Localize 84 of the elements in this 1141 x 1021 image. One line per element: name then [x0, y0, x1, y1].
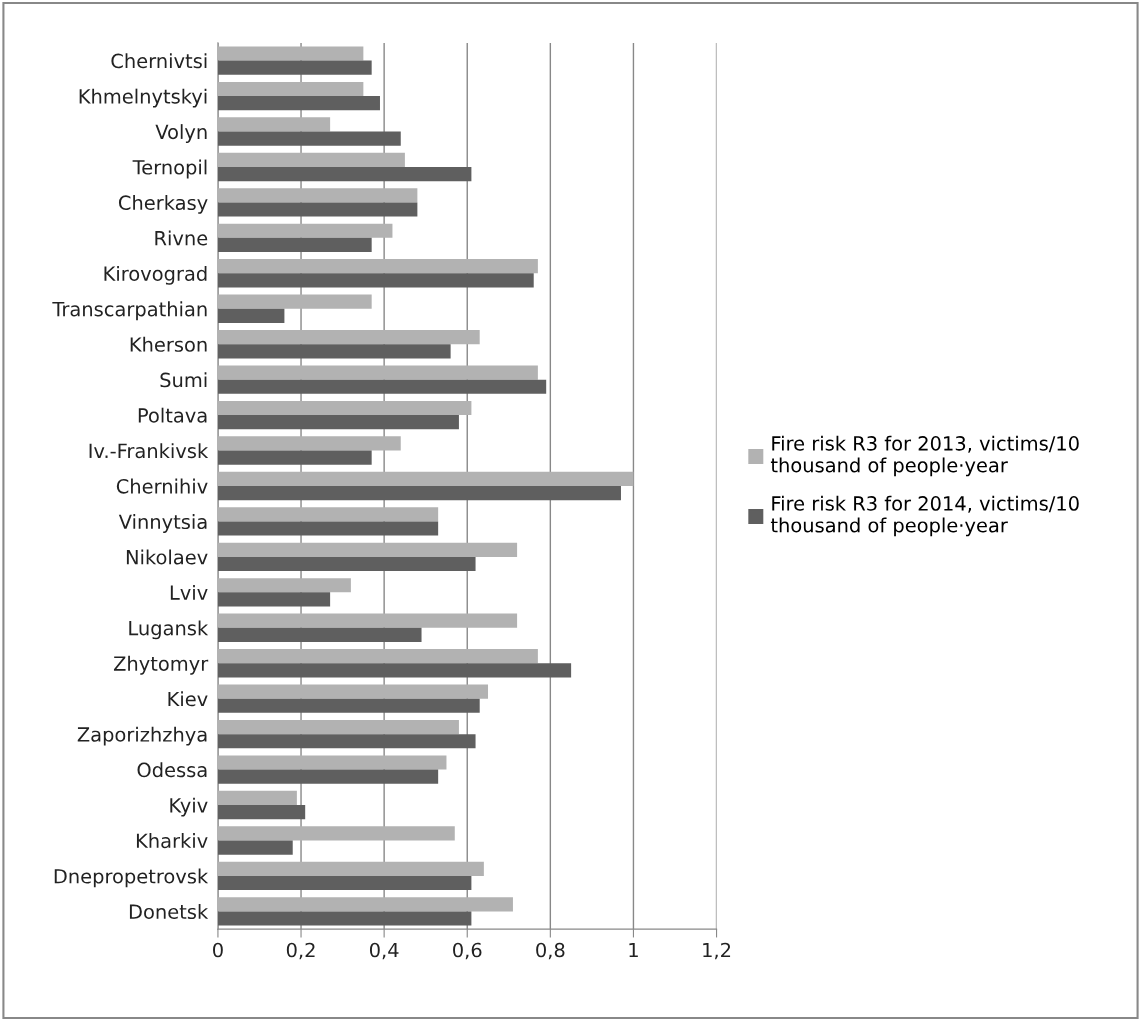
- bar: [217, 273, 534, 288]
- bar: [217, 507, 439, 522]
- bar: [217, 259, 538, 274]
- bar: [217, 415, 459, 430]
- bar: [217, 330, 480, 345]
- bar: [217, 60, 372, 75]
- x-tick-label: 0,2: [286, 942, 315, 960]
- bar: [217, 223, 393, 238]
- y-tick-label: Lugansk: [129, 620, 209, 640]
- y-tick-label: Vinnytsia: [118, 514, 207, 533]
- y-tick-label: Dnepropetrovsk: [54, 868, 209, 888]
- bar: [217, 166, 472, 182]
- bar: [217, 521, 439, 536]
- bar: [217, 344, 451, 359]
- y-tick-label: Odessa: [137, 762, 207, 778]
- y-tick-label: Sumi: [160, 372, 207, 388]
- y-tick-label: Zhytomyr: [113, 655, 209, 675]
- y-tick-label: Iv.-Frankivsk: [89, 443, 209, 459]
- bar: [217, 379, 547, 394]
- y-tick-label: Nikolaev: [126, 549, 208, 565]
- y-tick-label: Transcarpathian: [52, 301, 207, 321]
- bar: [217, 400, 472, 416]
- y-tick-label: Ternopil: [132, 159, 207, 179]
- bar: [217, 734, 476, 749]
- y-tick-label: Poltava: [138, 407, 207, 423]
- y-tick-label: Chernivtsi: [111, 53, 207, 69]
- bar: [217, 698, 480, 713]
- bar: [217, 81, 364, 97]
- bar: [217, 649, 538, 664]
- x-tick-label: 1: [629, 942, 638, 958]
- bar: [217, 46, 364, 61]
- bar: [217, 897, 513, 912]
- bar: [217, 117, 331, 132]
- bar: [217, 471, 634, 486]
- x-tick-label: 0: [213, 942, 223, 958]
- bar: [217, 613, 518, 628]
- bar: [217, 202, 418, 217]
- bar: [217, 578, 351, 593]
- bar: [217, 436, 401, 451]
- y-tick-label: Kyiv: [170, 797, 208, 817]
- bar: [217, 875, 472, 891]
- bar: [217, 627, 422, 642]
- y-tick-label: Chernihiv: [116, 478, 208, 494]
- bar: [217, 826, 455, 841]
- bar: [217, 308, 285, 323]
- bar: [217, 805, 306, 820]
- bar: [217, 486, 621, 501]
- bar: [217, 556, 476, 572]
- bar: [217, 450, 372, 465]
- y-tick-label: Khmelnytskyi: [79, 88, 207, 108]
- y-tick-label: Zaporizhzhya: [77, 726, 207, 746]
- bar: [217, 365, 538, 380]
- bar: [217, 769, 439, 784]
- bar: [217, 294, 372, 309]
- bar: [217, 663, 572, 678]
- y-tick-label: Volyn: [155, 124, 207, 143]
- bar: [217, 861, 484, 876]
- x-tick-label: 0,6: [453, 942, 482, 960]
- y-tick-label: Kharkiv: [136, 833, 208, 849]
- x-tick-label: 1,2: [703, 942, 731, 960]
- bar: [217, 790, 297, 806]
- x-tick-label: 0,4: [369, 942, 399, 960]
- y-tick-label: Lviv: [170, 584, 208, 600]
- y-tick-label: Rivne: [155, 230, 208, 246]
- bar: [217, 911, 472, 926]
- bar: [217, 131, 401, 146]
- y-tick-label: Cherkasy: [118, 195, 208, 214]
- y-tick-label: Donetsk: [129, 904, 209, 920]
- y-tick-label: Kirovograd: [104, 265, 207, 285]
- y-tick-label: Kherson: [130, 336, 207, 352]
- x-tick-label: 0,8: [536, 942, 565, 960]
- bar: [217, 755, 447, 770]
- legend-label: Fire risk R3 for 2013, victims/10 thousand of people·year: [770, 435, 1079, 477]
- bar: [217, 719, 459, 735]
- bar: [217, 237, 372, 253]
- bar: [217, 684, 489, 699]
- bar: [217, 840, 293, 855]
- y-tick-label: Kiev: [168, 691, 208, 707]
- bar: [217, 152, 405, 167]
- bar: [217, 96, 380, 111]
- bar: [217, 592, 331, 607]
- bar: [217, 542, 518, 557]
- bar: [217, 188, 418, 203]
- legend-label: Fire risk R3 for 2014, victims/10 thousand of people·year: [770, 495, 1079, 537]
